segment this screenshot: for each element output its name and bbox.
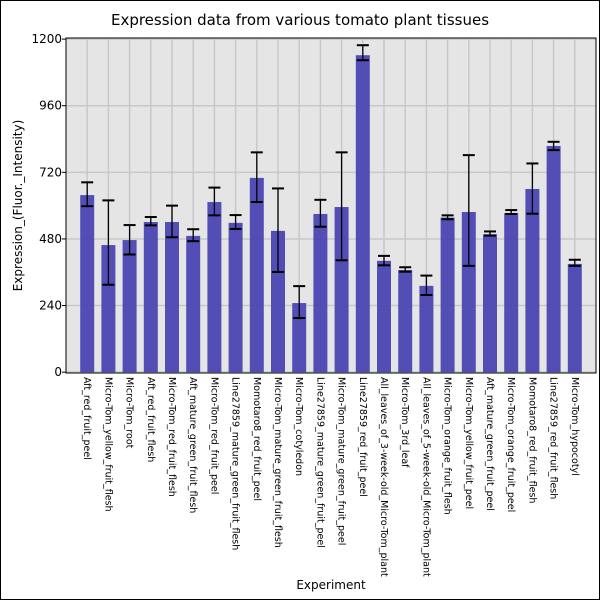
bar bbox=[461, 212, 476, 373]
y-axis-label: Expression_(Fluor._Intensity) bbox=[11, 120, 25, 292]
bar bbox=[101, 245, 116, 373]
bar bbox=[313, 213, 328, 373]
bar bbox=[334, 207, 349, 373]
x-tick-label: Line27859_red_fruit_flesh bbox=[548, 377, 559, 499]
y-tick-label: 0 bbox=[54, 365, 62, 379]
bar bbox=[80, 195, 95, 373]
bar bbox=[271, 230, 285, 373]
y-tick-label: 1200 bbox=[31, 32, 62, 46]
bar bbox=[525, 188, 540, 373]
x-tick-label: Micro-Tom_3rd_leaf bbox=[399, 377, 410, 468]
x-tick-label: Micro-Tom_root bbox=[124, 377, 135, 449]
bar bbox=[122, 240, 137, 373]
x-tick-label: Line27859_mature_green_fruit_flesh bbox=[230, 377, 241, 550]
x-tick-label: Momotaro8_red_fruit_flesh bbox=[526, 377, 537, 503]
bar bbox=[165, 222, 179, 373]
bar bbox=[228, 222, 243, 373]
x-tick-label: All_leaves_of_3-week-old_Micro-Tom_plant bbox=[378, 377, 389, 577]
bar bbox=[440, 217, 455, 373]
x-tick-label: Line27859_mature_green_fruit_peel bbox=[314, 377, 325, 548]
chart-title: Expression data from various tomato plan… bbox=[110, 11, 490, 29]
y-tick-label: 240 bbox=[39, 299, 62, 313]
x-tick-label: Line27859_red_fruit_peel bbox=[357, 377, 368, 497]
bar bbox=[504, 213, 519, 373]
x-tick-label: Micro-Tom_red_fruit_flesh bbox=[166, 377, 177, 497]
x-tick-label: Aft_mature_green_fruit_peel bbox=[484, 377, 495, 511]
x-axis-label: Experiment bbox=[296, 578, 366, 592]
x-tick-label: Micro-Tom_orange_fruit_peel bbox=[505, 377, 516, 512]
bar bbox=[377, 260, 391, 373]
x-tick-label: Micro-Tom_mature_green_fruit_flesh bbox=[272, 377, 283, 548]
bar bbox=[207, 202, 222, 373]
x-tick-label: Aft_red_fruit_peel bbox=[81, 377, 92, 460]
bar bbox=[249, 177, 264, 373]
x-tick-label: Micro-Tom_cotyledon bbox=[293, 377, 304, 476]
x-tick-label: Aft_mature_green_fruit_flesh bbox=[187, 377, 198, 513]
bar bbox=[398, 270, 413, 373]
plot-border bbox=[65, 37, 597, 374]
x-tick-label: Micro-Tom_mature_green_fruit_peel bbox=[336, 377, 347, 545]
x-tick-label: Micro-Tom_yellow_fruit_flesh bbox=[102, 377, 113, 512]
bar bbox=[567, 263, 582, 373]
x-tick-label: Aft_red_fruit_flesh bbox=[145, 377, 156, 462]
x-tick-label: Micro-Tom_hypocotyl bbox=[569, 377, 580, 476]
x-tick-label: All_leaves_of_5-week-old_Micro-Tom_plant bbox=[420, 377, 431, 577]
bar bbox=[419, 285, 434, 373]
bar bbox=[546, 145, 561, 373]
bar bbox=[186, 235, 201, 373]
y-tick-label: 720 bbox=[39, 165, 62, 179]
x-tick-label: Momotaro8_red_fruit_peel bbox=[251, 377, 262, 501]
bar bbox=[292, 303, 307, 373]
bar bbox=[483, 234, 497, 373]
x-tick-label: Micro-Tom_yellow_fruit_peel bbox=[463, 377, 474, 509]
x-tick-label: Micro-Tom_red_fruit_peel bbox=[208, 377, 219, 494]
y-tick-label: 960 bbox=[39, 99, 62, 113]
bar bbox=[143, 222, 158, 373]
y-tick-label: 480 bbox=[39, 232, 62, 246]
x-tick-label: Micro-Tom_orange_fruit_flesh bbox=[442, 377, 453, 515]
bar bbox=[355, 55, 370, 373]
